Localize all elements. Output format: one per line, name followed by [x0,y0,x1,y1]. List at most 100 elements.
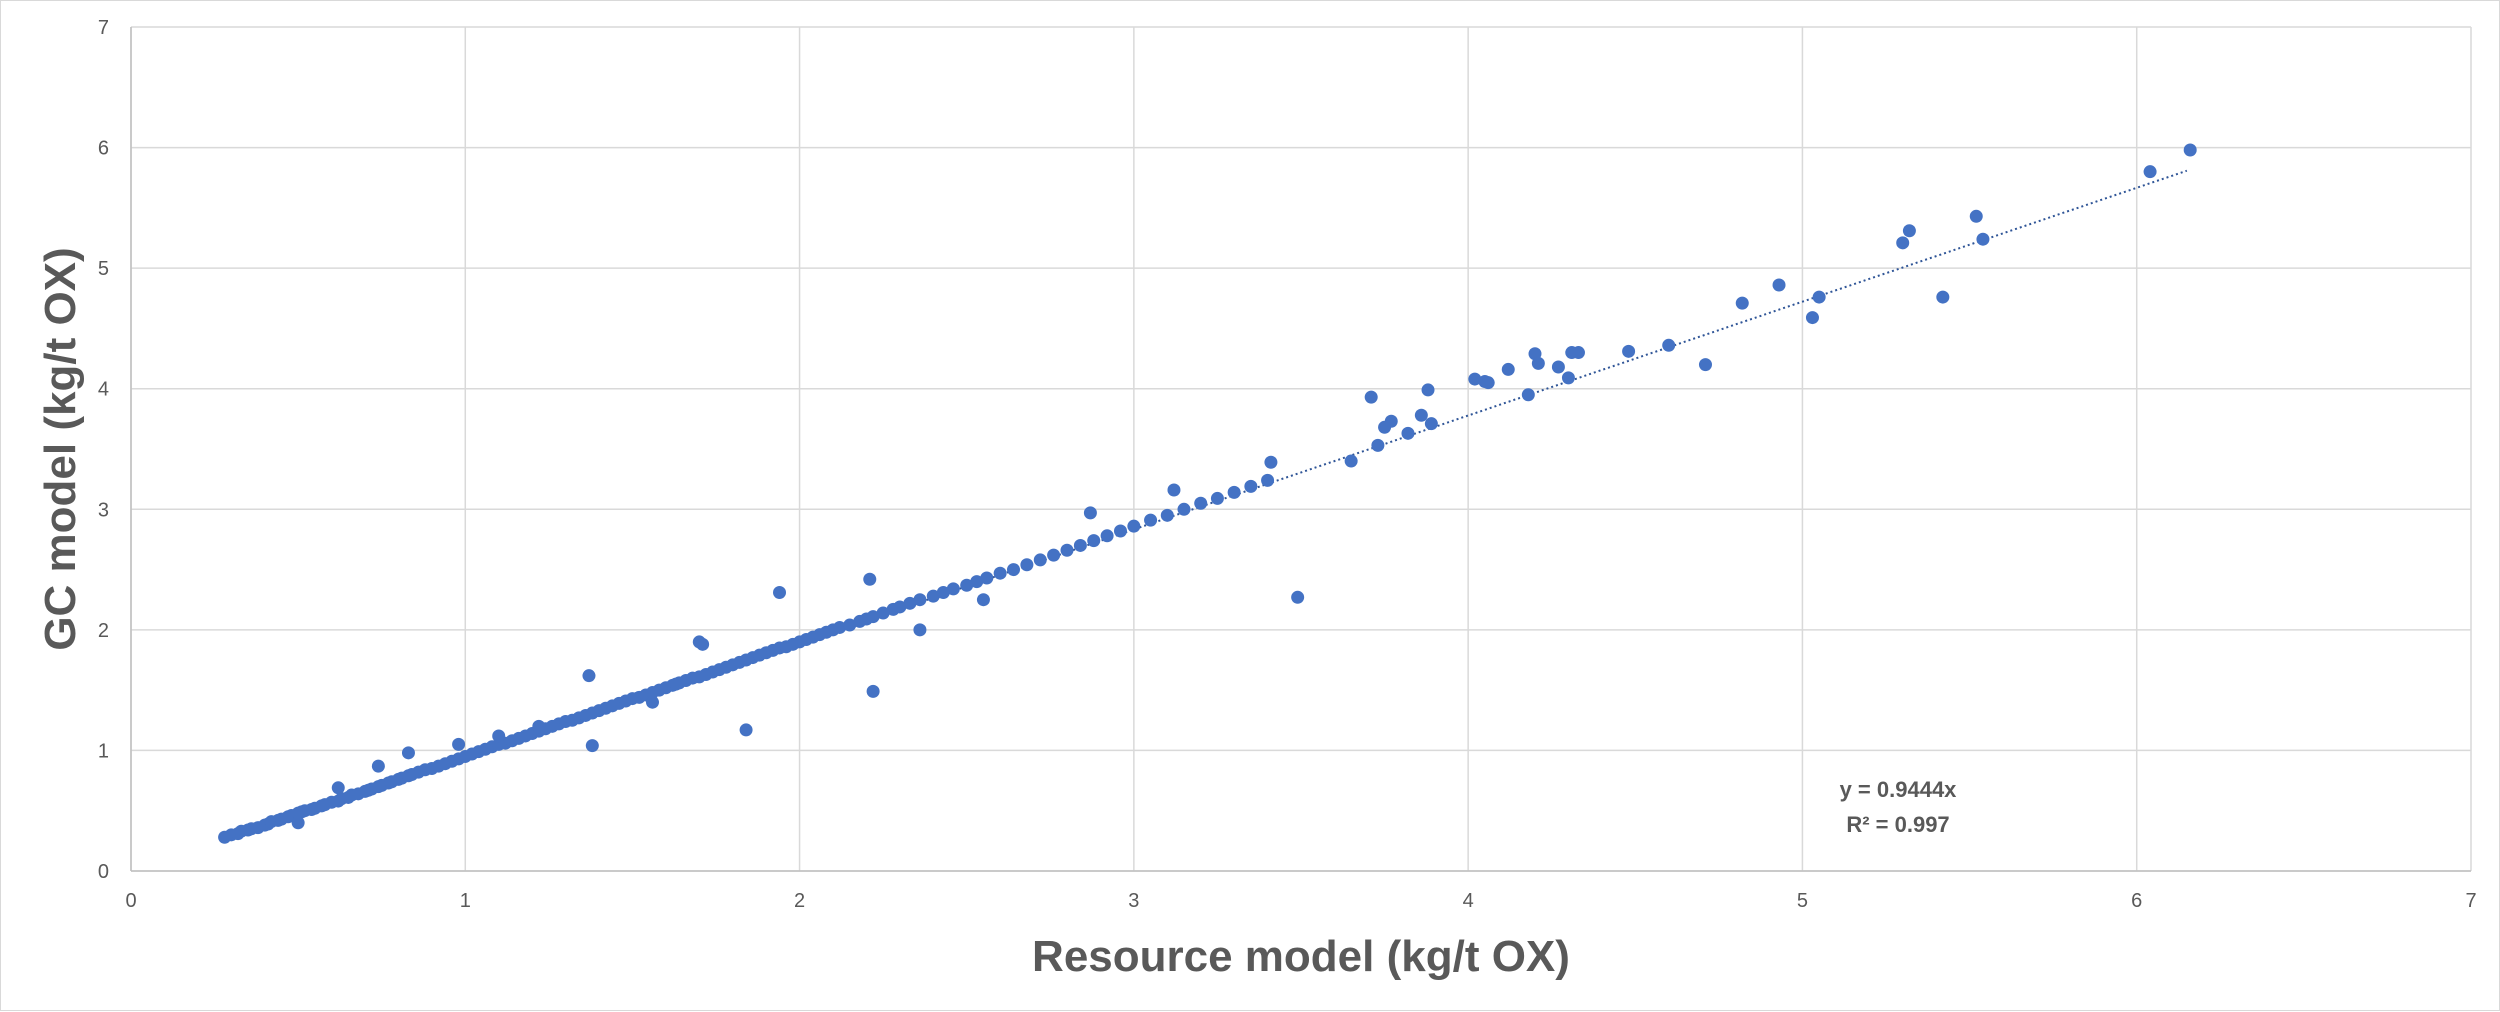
x-tick-label: 2 [794,890,805,912]
data-point [1007,563,1021,577]
data-point [1167,483,1181,497]
data-point [1936,290,1950,304]
data-point [1571,346,1585,360]
x-tick-label: 4 [1463,890,1474,912]
data-point [1033,553,1047,567]
data-point [1772,278,1786,292]
data-point [1291,590,1305,604]
data-point [1531,356,1545,370]
data-point [1481,376,1495,390]
data-point [1087,534,1101,548]
data-point [371,759,385,773]
y-tick-label: 6 [98,138,109,160]
data-point [843,618,857,632]
data-point [585,739,599,753]
data-point [1521,388,1535,402]
data-point [936,585,950,599]
data-point [1805,311,1819,325]
data-point [866,684,880,698]
data-point [331,781,345,795]
trendline-r-squared: R² = 0.997 [1846,812,1949,837]
data-point [1969,209,1983,223]
data-point [452,737,466,751]
data-point [1424,417,1438,431]
data-point [1113,524,1127,538]
data-point [1210,491,1224,505]
data-point [1194,496,1208,510]
data-point [291,816,305,830]
x-axis-title: Resource model (kg/t OX) [1032,932,1570,981]
data-point [401,746,415,760]
data-point [1227,485,1241,499]
data-point [1083,506,1097,520]
data-point [492,729,506,743]
data-point [913,593,927,607]
data-point [903,596,917,610]
data-point [532,719,546,733]
data-point [1401,426,1415,440]
x-tick-label: 7 [2465,890,2476,912]
data-point [970,575,984,589]
data-point [2143,165,2157,179]
axes [130,27,2471,872]
data-point [893,600,907,614]
x-tick-label: 1 [460,890,471,912]
tick-labels: 0 1 2 3 4 5 6 7 0 1 2 3 4 5 6 7 [98,17,2477,912]
data-points [218,143,2197,844]
data-point [2183,143,2197,157]
y-tick-label: 4 [98,379,109,401]
data-point [993,566,1007,580]
data-point [876,606,890,620]
data-point [1698,358,1712,372]
y-tick-label: 1 [98,740,109,762]
trendline-equation: y = 0.9444x [1840,777,1958,802]
data-point [913,623,927,637]
data-point [1060,543,1074,557]
data-point [1177,502,1191,516]
data-point [1384,414,1398,428]
data-point [696,637,710,651]
data-point [1501,362,1515,376]
data-point [1551,360,1565,374]
data-point [1421,383,1435,397]
data-point [773,585,787,599]
x-tick-label: 0 [125,890,136,912]
y-axis-title: GC model (kg/t OX) [36,247,85,650]
data-point [669,677,683,691]
data-point [739,723,753,737]
y-tick-label: 7 [98,17,109,39]
y-tick-label: 0 [98,861,109,883]
data-point [1261,473,1275,487]
data-point [1812,290,1826,304]
y-tick-label: 2 [98,620,109,642]
data-point [976,593,990,607]
x-tick-label: 5 [1797,890,1808,912]
data-point [1414,408,1428,422]
data-point [1622,344,1636,358]
data-point [1371,438,1385,452]
data-point [833,620,847,634]
data-point [1561,371,1575,385]
data-point [1100,529,1114,543]
data-point [1976,232,1990,246]
y-tick-label: 3 [98,499,109,521]
data-point [863,572,877,586]
data-point [1468,372,1482,386]
data-point [1264,455,1278,469]
x-tick-label: 3 [1128,890,1139,912]
data-point [1244,479,1258,493]
data-point [926,589,940,603]
data-point [1662,338,1676,352]
data-point [980,571,994,585]
data-point [645,695,659,709]
data-point [1344,454,1358,468]
data-point [1047,548,1061,562]
data-point [1735,296,1749,310]
data-point [1902,224,1916,238]
y-tick-label: 5 [98,258,109,280]
data-point [582,669,596,683]
data-point [866,610,880,624]
data-point [1160,508,1174,522]
